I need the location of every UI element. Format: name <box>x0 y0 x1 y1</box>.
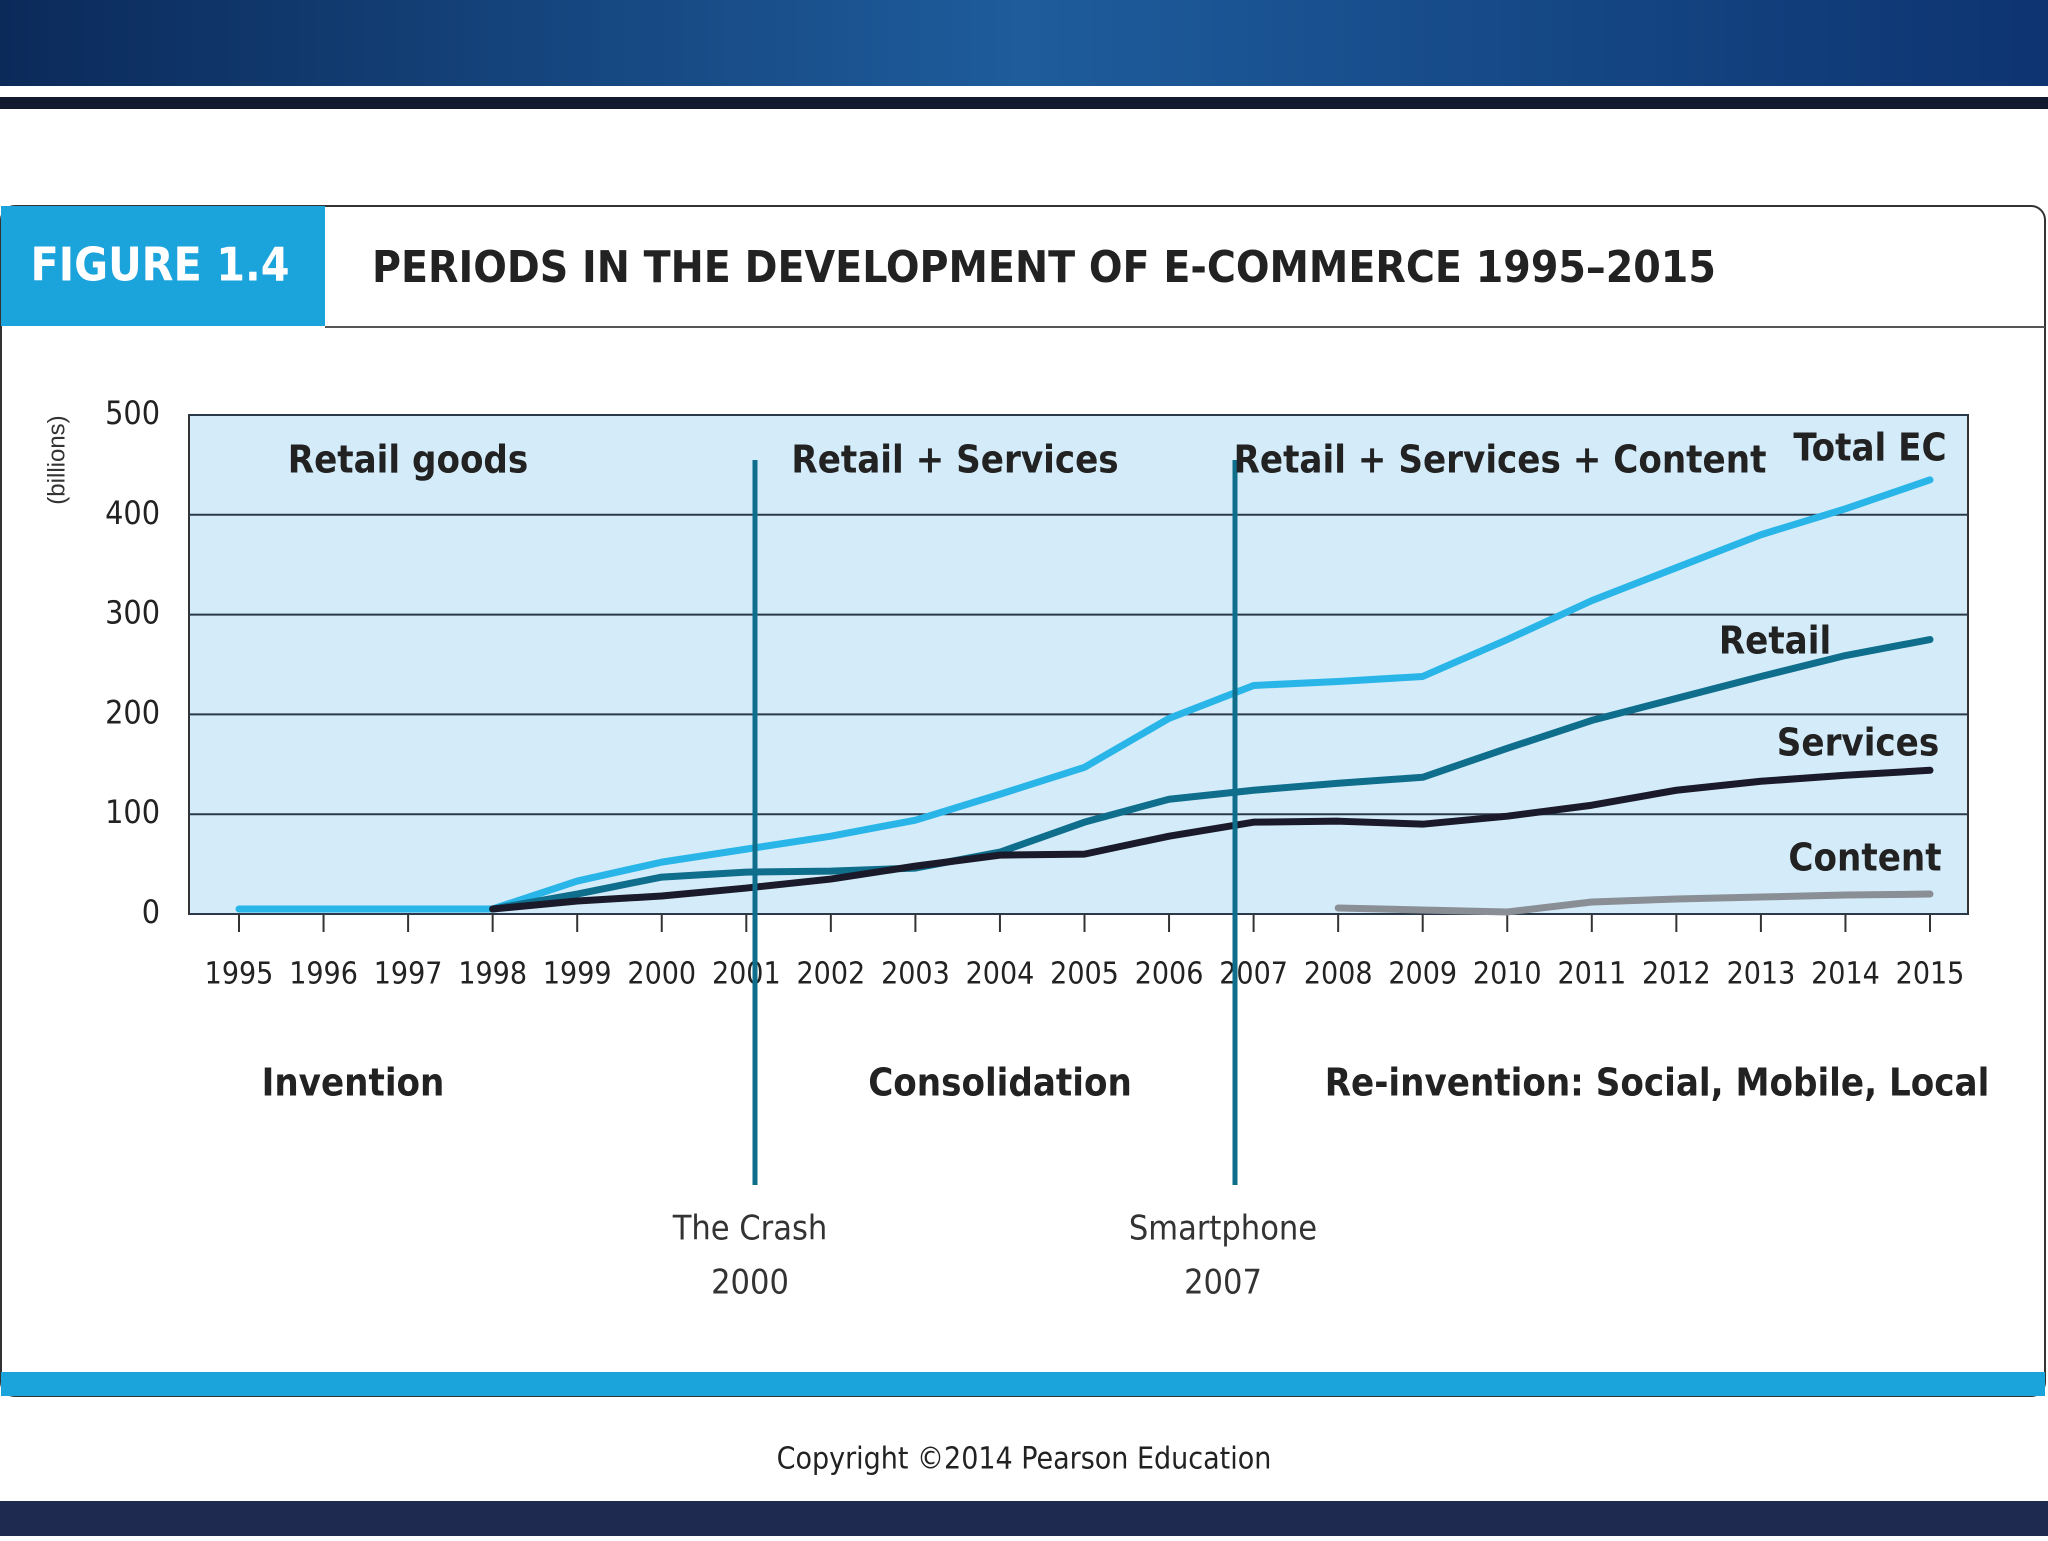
banner <box>0 0 2048 86</box>
era-label: Invention <box>262 1061 445 1105</box>
event-year: 2007 <box>1184 1263 1262 1303</box>
x-tick-label: 2001 <box>712 957 781 992</box>
x-tick-label: 2007 <box>1219 957 1288 992</box>
era-label: Consolidation <box>868 1061 1132 1105</box>
series-line <box>235 476 1934 913</box>
y-tick-label: 100 <box>105 793 160 831</box>
figure-label-box <box>1 206 325 326</box>
x-tick-label: 2002 <box>797 957 866 992</box>
x-tick-label: 2013 <box>1727 957 1796 992</box>
y-tick-label: 0 <box>142 893 160 931</box>
y-axis-label: (billions) <box>43 415 70 504</box>
x-tick-label: 2010 <box>1473 957 1542 992</box>
y-tick-label: 400 <box>105 494 160 532</box>
banner-rule <box>0 97 2048 109</box>
x-tick-label: 1999 <box>543 957 612 992</box>
chart-title: PERIODS IN THE DEVELOPMENT OF E-COMMERCE… <box>372 242 1716 293</box>
x-tick-label: 1996 <box>289 957 358 992</box>
series-label: Content <box>1788 836 1941 880</box>
era-label: Re-invention: Social, Mobile, Local <box>1325 1061 1990 1105</box>
copyright: Copyright ©2014 Pearson Education <box>777 1442 1272 1477</box>
footer-bar <box>1 1372 2045 1396</box>
x-tick-label: 1995 <box>205 957 274 992</box>
series-label: Services <box>1777 721 1939 765</box>
x-tick-label: 2011 <box>1557 957 1626 992</box>
y-tick-label: 200 <box>105 693 160 731</box>
bottom-band <box>0 1501 2048 1536</box>
series-label: Retail <box>1719 619 1831 663</box>
series-line <box>1334 890 1934 916</box>
event-name: The Crash <box>672 1209 828 1249</box>
y-tick-label: 500 <box>105 394 160 432</box>
x-tick-label: 2003 <box>881 957 950 992</box>
event-year: 2000 <box>711 1263 789 1303</box>
figure-label: FIGURE 1.4 <box>30 238 289 292</box>
series-line <box>489 766 1934 913</box>
event-name: Smartphone <box>1129 1209 1317 1249</box>
x-tick-label: 2005 <box>1050 957 1119 992</box>
y-tick-label: 300 <box>105 594 160 632</box>
x-tick-label: 2000 <box>627 957 696 992</box>
plot-area <box>188 414 1969 915</box>
series-label: Total EC <box>1793 426 1946 470</box>
x-tick-label: 2008 <box>1304 957 1373 992</box>
period-label: Retail + Services + Content <box>1234 438 1767 482</box>
x-tick-label: 2006 <box>1135 957 1204 992</box>
x-tick-label: 2004 <box>966 957 1035 992</box>
x-tick-label: 2015 <box>1896 957 1965 992</box>
period-label: Retail goods <box>288 438 529 482</box>
period-label: Retail + Services <box>791 438 1118 482</box>
x-tick-label: 2012 <box>1642 957 1711 992</box>
series-line <box>489 636 1934 913</box>
x-tick-label: 1998 <box>458 957 527 992</box>
x-tick-label: 2014 <box>1811 957 1880 992</box>
x-tick-label: 1997 <box>374 957 443 992</box>
x-tick-label: 2009 <box>1388 957 1457 992</box>
